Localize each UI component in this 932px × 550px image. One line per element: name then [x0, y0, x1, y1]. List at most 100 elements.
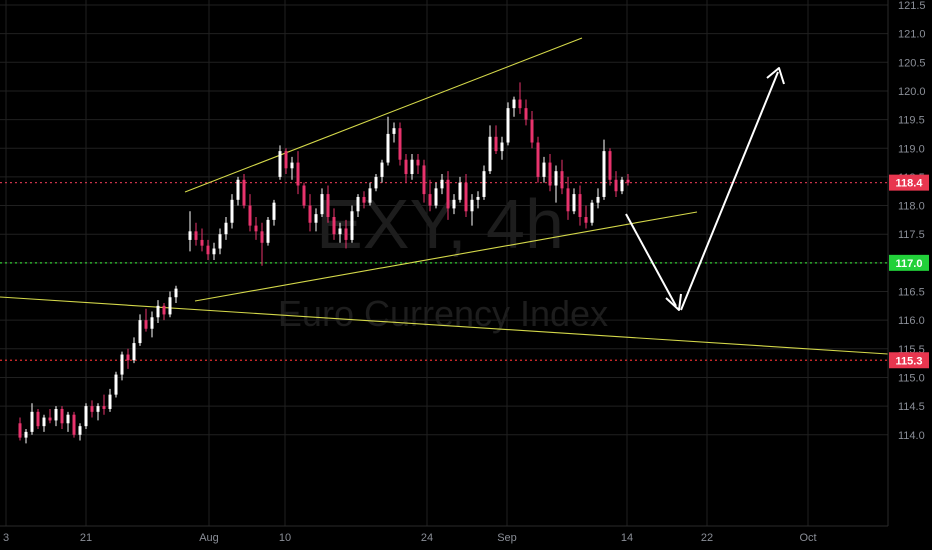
- x-tick-label: 3: [3, 532, 9, 544]
- candle-up: [188, 231, 192, 240]
- y-tick-label: 114.5: [898, 401, 925, 413]
- candle-down: [362, 196, 366, 203]
- projection-arrowhead-up: [766, 67, 785, 85]
- candle-up: [24, 431, 28, 438]
- price-labels: 118.4 117.0 115.3: [889, 174, 929, 369]
- candle-down: [524, 108, 528, 120]
- candle-down: [126, 354, 130, 361]
- candle-up: [374, 176, 378, 189]
- projection-arrow-down: [625, 213, 677, 307]
- candle-up: [30, 411, 34, 432]
- time-axis[interactable]: 3 21 Aug 10 24 Sep 14 22 Oct: [3, 532, 817, 544]
- candle-up: [138, 320, 142, 344]
- candle-up: [482, 171, 486, 197]
- projection-arrows: [625, 67, 785, 311]
- candle-down: [90, 406, 94, 412]
- candle-up: [78, 426, 82, 435]
- candle-up: [356, 196, 360, 212]
- y-tick-label: 120.5: [898, 57, 926, 69]
- candle-up: [84, 406, 88, 427]
- x-tick-label: 22: [701, 532, 713, 544]
- long-support-trendline: [0, 296, 889, 355]
- candle-up: [156, 305, 160, 318]
- candle-up: [470, 199, 474, 212]
- candle-up: [320, 194, 324, 215]
- price-label-text: 118.4: [896, 178, 924, 190]
- candle-up: [174, 288, 178, 298]
- candle-down: [404, 159, 408, 175]
- name-watermark: Euro Currency Index: [278, 293, 608, 334]
- projection-arrowhead-down: [665, 293, 682, 311]
- candle-up: [278, 151, 282, 177]
- candle-up: [230, 199, 234, 223]
- candle-down: [194, 231, 198, 240]
- candle-up: [290, 162, 294, 169]
- y-tick-label: 118.0: [898, 201, 925, 213]
- price-label-box: [889, 254, 929, 271]
- candle-down: [326, 194, 330, 218]
- candle-down: [248, 205, 252, 226]
- channel-upper-trendline: [184, 37, 583, 193]
- candle-up: [554, 171, 558, 186]
- candle-down: [200, 239, 204, 246]
- candle-up: [386, 133, 390, 163]
- candle-down: [260, 231, 264, 243]
- x-tick-label: 21: [80, 532, 92, 544]
- candle-up: [512, 99, 516, 109]
- candle-up: [54, 408, 58, 421]
- candle-down: [494, 136, 498, 152]
- candle-up: [500, 142, 504, 152]
- candle-down: [398, 128, 402, 160]
- candle-down: [206, 245, 210, 255]
- candle-up: [96, 406, 100, 412]
- candle-down: [72, 414, 76, 435]
- candle-up: [66, 414, 70, 424]
- candle-up: [506, 108, 510, 143]
- candle-up: [42, 417, 46, 427]
- candle-down: [428, 194, 432, 206]
- y-tick-label: 121.0: [898, 29, 926, 41]
- y-tick-label: 119.5: [898, 115, 925, 127]
- x-tick-label: 24: [421, 532, 433, 544]
- candles: [18, 82, 630, 444]
- candle-up: [488, 136, 492, 172]
- candle-down: [308, 205, 312, 223]
- horizontal-levels: [0, 181, 888, 361]
- watermark: EXY, 4h Euro Currency Index: [278, 185, 608, 334]
- candle-down: [296, 162, 300, 186]
- candle-up: [114, 374, 118, 395]
- candle-up: [602, 151, 606, 197]
- y-tick-label: 115.0: [898, 372, 925, 384]
- candle-up: [266, 219, 270, 243]
- candle-down: [102, 406, 106, 409]
- candle-up: [120, 354, 124, 375]
- x-tick-label: Aug: [199, 532, 219, 544]
- candle-down: [332, 217, 336, 235]
- candle-down: [530, 119, 534, 143]
- candle-up: [236, 179, 240, 200]
- y-tick-label: 121.5: [898, 0, 926, 12]
- candle-up: [458, 182, 462, 200]
- candle-down: [416, 159, 420, 166]
- candle-down: [422, 165, 426, 195]
- candle-down: [254, 225, 258, 232]
- price-label-box: [889, 174, 929, 191]
- candle-down: [578, 194, 582, 218]
- projection-arrow-up: [680, 71, 779, 311]
- candle-up: [132, 343, 136, 361]
- x-tick-label: 14: [621, 532, 633, 544]
- x-tick-label: Sep: [497, 532, 517, 544]
- candle-down: [162, 305, 166, 315]
- candle-up: [542, 162, 546, 177]
- candle-up: [218, 234, 222, 249]
- candle-down: [608, 151, 612, 180]
- y-tick-label: 120.0: [898, 86, 926, 98]
- candle-down: [548, 162, 552, 186]
- trendlines: [0, 37, 889, 355]
- y-tick-label: 116.5: [898, 287, 925, 299]
- candle-up: [572, 194, 576, 212]
- candle-down: [560, 171, 564, 189]
